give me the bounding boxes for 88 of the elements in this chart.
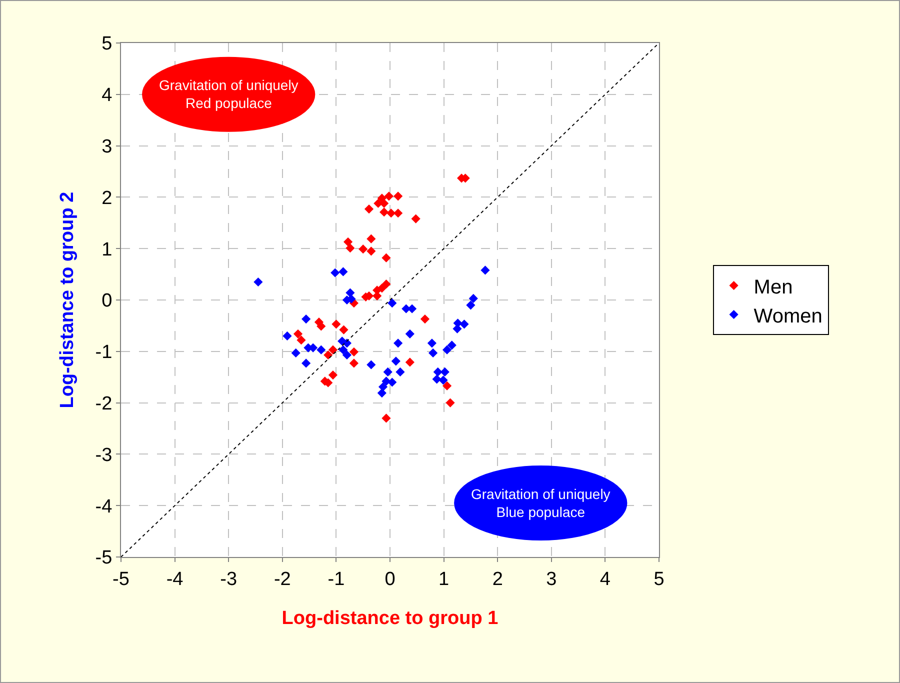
point (391, 356, 400, 366)
point (282, 331, 292, 341)
point (394, 208, 403, 218)
point (382, 253, 391, 262)
point (346, 288, 355, 298)
point (296, 336, 306, 345)
point (378, 382, 388, 392)
point (346, 244, 355, 253)
point (383, 367, 392, 377)
y-tick-label: 1 (102, 239, 112, 260)
point (377, 388, 386, 398)
y-tick-label: 3 (102, 136, 112, 158)
point (302, 314, 311, 324)
point (438, 376, 448, 385)
x-tick-label: -1 (328, 568, 345, 590)
x-tick-label: 4 (600, 568, 611, 590)
annotation: Gravitation of uniquely Red populace (159, 77, 298, 112)
point (411, 214, 420, 224)
point (396, 367, 405, 377)
x-tick-label: 0 (384, 568, 396, 590)
point (394, 338, 403, 348)
point (338, 345, 348, 354)
point (382, 280, 391, 289)
point (386, 208, 396, 218)
legend-label: Men (754, 276, 793, 298)
y-tick-label: -2 (95, 393, 112, 414)
y-tick-label: 5 (102, 34, 112, 55)
point (420, 314, 430, 324)
point (339, 325, 348, 334)
point (358, 244, 368, 254)
point (349, 347, 358, 356)
point (394, 192, 403, 201)
x-tick-label: -2 (274, 568, 291, 590)
point (380, 208, 389, 217)
point (338, 267, 348, 276)
point (349, 358, 358, 368)
x-tick-label: 1 (438, 568, 450, 590)
point (324, 350, 333, 360)
point (388, 378, 397, 387)
point (332, 320, 341, 329)
point (254, 277, 263, 287)
legend-label: Women (754, 305, 822, 328)
point (293, 329, 303, 338)
point (366, 234, 376, 244)
y-tick-label: 0 (102, 290, 112, 312)
point (316, 345, 326, 354)
point (440, 367, 450, 377)
point (328, 345, 338, 354)
y-tick-label: -5 (95, 548, 112, 569)
y-tick-label: -3 (95, 444, 112, 466)
point (446, 398, 455, 408)
x-tick-label: 5 (654, 568, 664, 590)
point (468, 294, 478, 304)
point (442, 381, 452, 390)
y-tick-label: 2 (102, 188, 112, 209)
point (384, 192, 394, 201)
point (405, 329, 414, 338)
point (432, 374, 442, 384)
y-tick-label: -4 (95, 496, 113, 518)
point (366, 246, 376, 256)
point (427, 338, 437, 348)
y-tick-label: 4 (102, 85, 113, 106)
x-tick-label: -4 (166, 568, 184, 590)
point (343, 237, 353, 246)
point (442, 345, 452, 354)
point (291, 348, 300, 358)
point (428, 348, 438, 358)
y-axis-title: Log-distance to group 2 (57, 192, 78, 408)
x-tick-label: -3 (220, 568, 238, 590)
point (364, 204, 374, 214)
point (460, 320, 469, 329)
annotation: Gravitation of uniquely Blue populace (471, 486, 610, 520)
point (382, 414, 391, 423)
point (388, 298, 397, 308)
point (405, 358, 414, 367)
point (302, 358, 311, 368)
point (330, 268, 340, 278)
point (342, 338, 352, 348)
point (480, 266, 490, 275)
point (342, 350, 352, 360)
x-tick-label: 3 (546, 568, 557, 590)
point (447, 340, 456, 350)
point (466, 300, 476, 310)
point (366, 360, 376, 370)
y-tick-label: -1 (95, 342, 112, 364)
x-tick-label: 2 (492, 568, 503, 590)
x-axis-title: Log-distance to group 1 (282, 608, 499, 629)
point (328, 370, 338, 380)
